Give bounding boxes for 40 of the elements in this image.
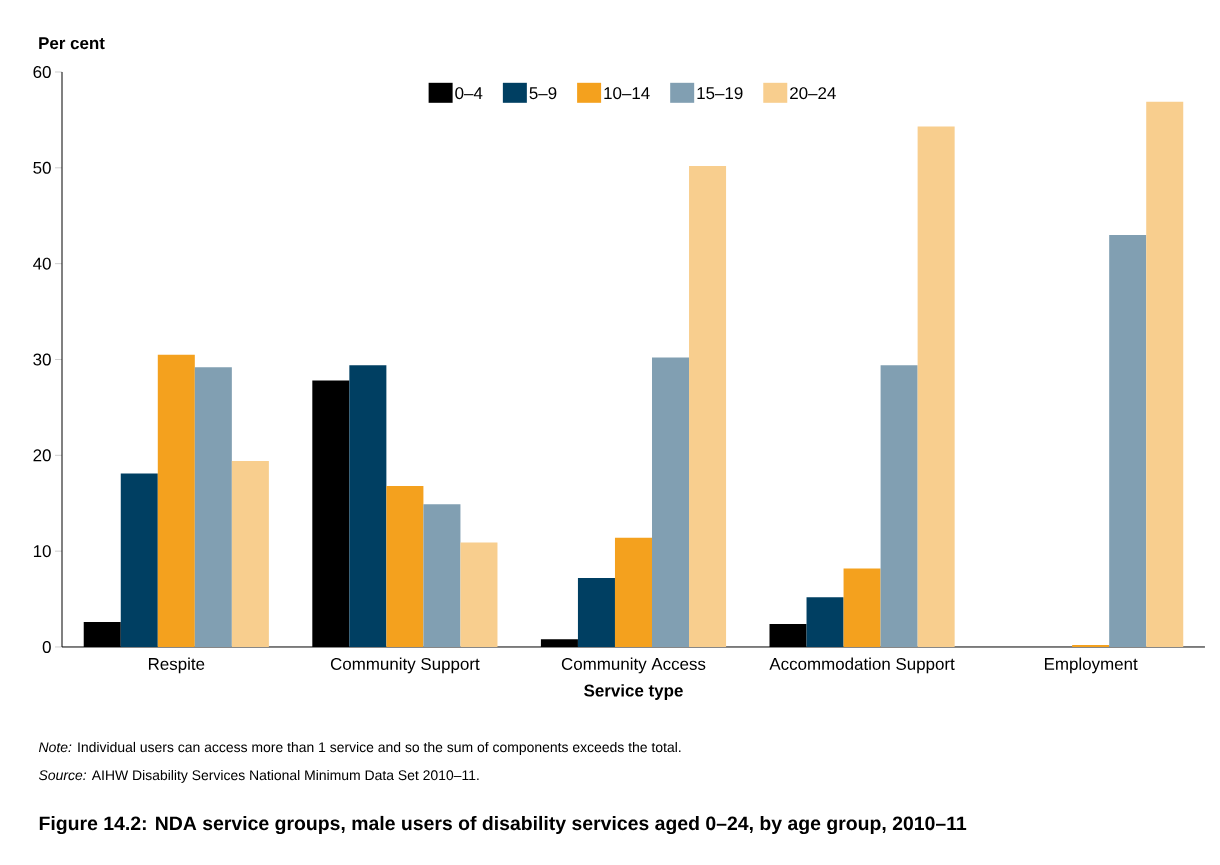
y-tick-label: 30 <box>33 353 51 366</box>
y-tick-label: 50 <box>33 161 51 174</box>
bar <box>843 568 881 647</box>
legend-label: 15–19 <box>697 87 743 100</box>
bar <box>194 367 232 647</box>
legend-label: 0–4 <box>455 87 483 100</box>
bar <box>806 597 844 647</box>
x-tick-label: Accommodation Support <box>769 657 955 674</box>
bar <box>423 504 461 647</box>
bar <box>917 126 955 647</box>
legend-label: 10–14 <box>604 87 650 100</box>
bar <box>689 165 727 647</box>
bar <box>157 354 195 647</box>
bar <box>1146 101 1184 647</box>
x-tick-label: Community Access <box>561 657 706 674</box>
y-tick-label: 10 <box>33 545 51 558</box>
bar <box>880 365 918 647</box>
x-tick-label: Employment <box>1044 657 1138 674</box>
legend-label: 5–9 <box>529 87 557 100</box>
x-tick-label: Community Support <box>330 657 480 674</box>
bar <box>460 542 498 647</box>
bar <box>120 473 158 647</box>
text: Note: Individual users can access more than 1 service and so the sum of components exceeds the total. <box>38 741 681 755</box>
legend-label: 20–24 <box>790 87 836 100</box>
y-tick-label: 20 <box>33 449 51 462</box>
text: Source: AIHW Disability Services National Minimum Data Set 2010–11. <box>38 769 479 783</box>
y-tick-label: 0 <box>42 640 51 653</box>
y-axis-title: Per cent <box>39 37 105 50</box>
x-tick-label: Respite <box>148 657 205 674</box>
bar <box>1109 234 1147 647</box>
bar <box>349 365 387 647</box>
text: Figure 14.2: NDA service groups, male users of disability services aged 0–24, by age group, 2010–11 <box>39 815 967 835</box>
bar <box>577 577 615 647</box>
bar <box>231 461 269 647</box>
y-tick-label: 60 <box>33 65 51 78</box>
bar <box>652 357 690 647</box>
bar <box>386 485 424 647</box>
x-axis-title: Service type <box>584 684 683 700</box>
y-tick-label: 40 <box>33 257 51 270</box>
bar <box>614 537 652 647</box>
